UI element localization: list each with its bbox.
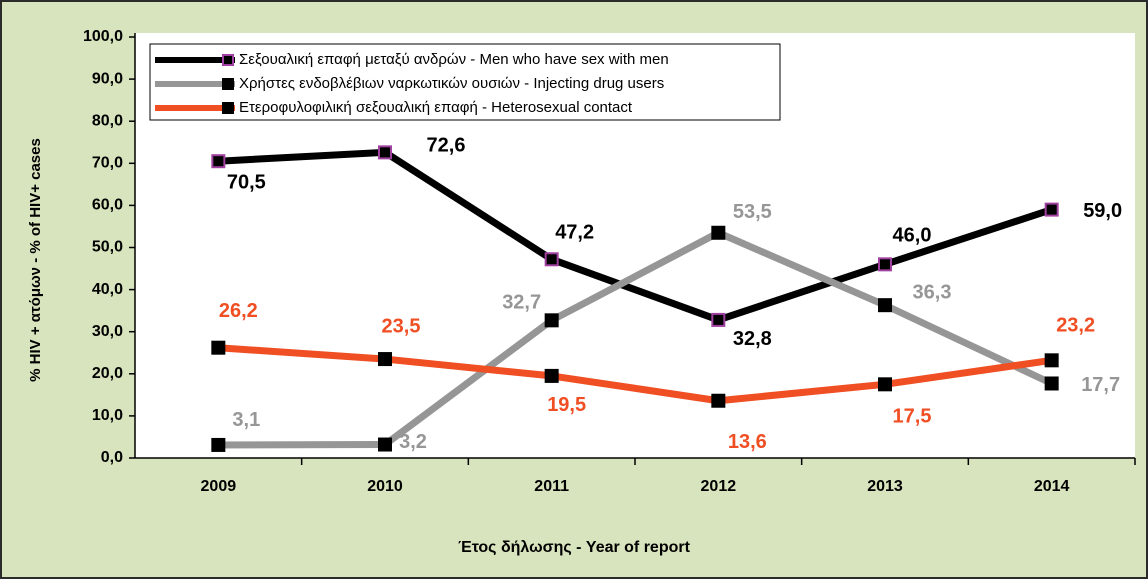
legend-marker <box>222 78 234 90</box>
marker <box>211 154 226 169</box>
x-tick-label: 2012 <box>701 478 737 495</box>
data-label: 59,0 <box>1083 200 1122 222</box>
data-label: 3,2 <box>399 431 427 453</box>
data-label: 70,5 <box>227 171 266 193</box>
y-axis-title: % HIV + ατόμων - % of HIV+ cases <box>27 138 44 382</box>
marker <box>378 145 392 160</box>
data-label: 53,5 <box>733 201 772 223</box>
series-line <box>218 148 1053 324</box>
data-label: 13,6 <box>728 431 767 453</box>
marker <box>378 437 392 452</box>
legend-label: Σεξουαλική επαφή μεταξύ ανδρών - Men who… <box>239 51 669 68</box>
y-tick-label: 100,0 <box>83 28 123 45</box>
data-label: 47,2 <box>555 222 594 244</box>
data-label: 23,2 <box>1056 315 1095 337</box>
x-tick-label: 2014 <box>1034 478 1070 495</box>
data-label: 3,1 <box>232 409 260 431</box>
y-tick-label: 0,0 <box>101 449 123 466</box>
marker <box>211 437 226 452</box>
marker <box>711 393 726 408</box>
x-tick-label: 2013 <box>867 478 903 495</box>
y-tick-label: 10,0 <box>92 407 123 424</box>
data-label: 36,3 <box>913 281 952 303</box>
y-tick-label: 20,0 <box>92 365 123 382</box>
y-tick-label: 40,0 <box>92 281 123 298</box>
data-label: 32,7 <box>502 292 541 314</box>
marker <box>878 377 892 392</box>
y-tick-label: 50,0 <box>92 239 123 256</box>
marker <box>878 257 892 272</box>
data-label: 32,8 <box>733 328 772 350</box>
data-label: 26,2 <box>219 300 258 322</box>
x-tick-label: 2010 <box>367 478 403 495</box>
series-line <box>218 229 1054 449</box>
x-tick-label: 2009 <box>201 478 237 495</box>
data-label: 46,0 <box>893 225 932 247</box>
y-tick-label: 90,0 <box>92 70 123 87</box>
data-label: 23,5 <box>382 315 421 337</box>
legend-label: Ετεροφυλοφιλική σεξουαλική επαφή - Heter… <box>239 99 633 116</box>
y-tick-label: 70,0 <box>92 155 123 172</box>
marker <box>378 352 392 367</box>
marker <box>544 368 559 383</box>
marker <box>544 252 559 267</box>
marker <box>1044 202 1059 217</box>
marker <box>211 340 226 355</box>
marker <box>711 312 726 327</box>
x-axis-title: Έτος δήλωσης - Year of report <box>458 539 691 556</box>
x-tick-label: 2011 <box>534 478 569 495</box>
data-label: 17,5 <box>893 406 932 428</box>
data-label: 19,5 <box>547 394 586 416</box>
legend-marker <box>222 54 234 66</box>
legend-box <box>149 43 781 121</box>
marker <box>544 313 559 328</box>
marker <box>711 225 726 240</box>
marker <box>1044 376 1059 391</box>
y-tick-label: 80,0 <box>92 112 123 129</box>
series-line <box>218 344 1053 405</box>
data-label: 17,7 <box>1081 374 1120 396</box>
marker <box>878 298 892 313</box>
data-label: 72,6 <box>427 135 466 157</box>
y-tick-label: 60,0 <box>92 197 123 214</box>
legend-label: Χρήστες ενδοβλέβιων ναρκωτικών ουσιών - … <box>239 75 664 92</box>
marker <box>1044 353 1059 368</box>
legend-marker <box>222 102 234 114</box>
y-tick-label: 30,0 <box>92 323 123 340</box>
